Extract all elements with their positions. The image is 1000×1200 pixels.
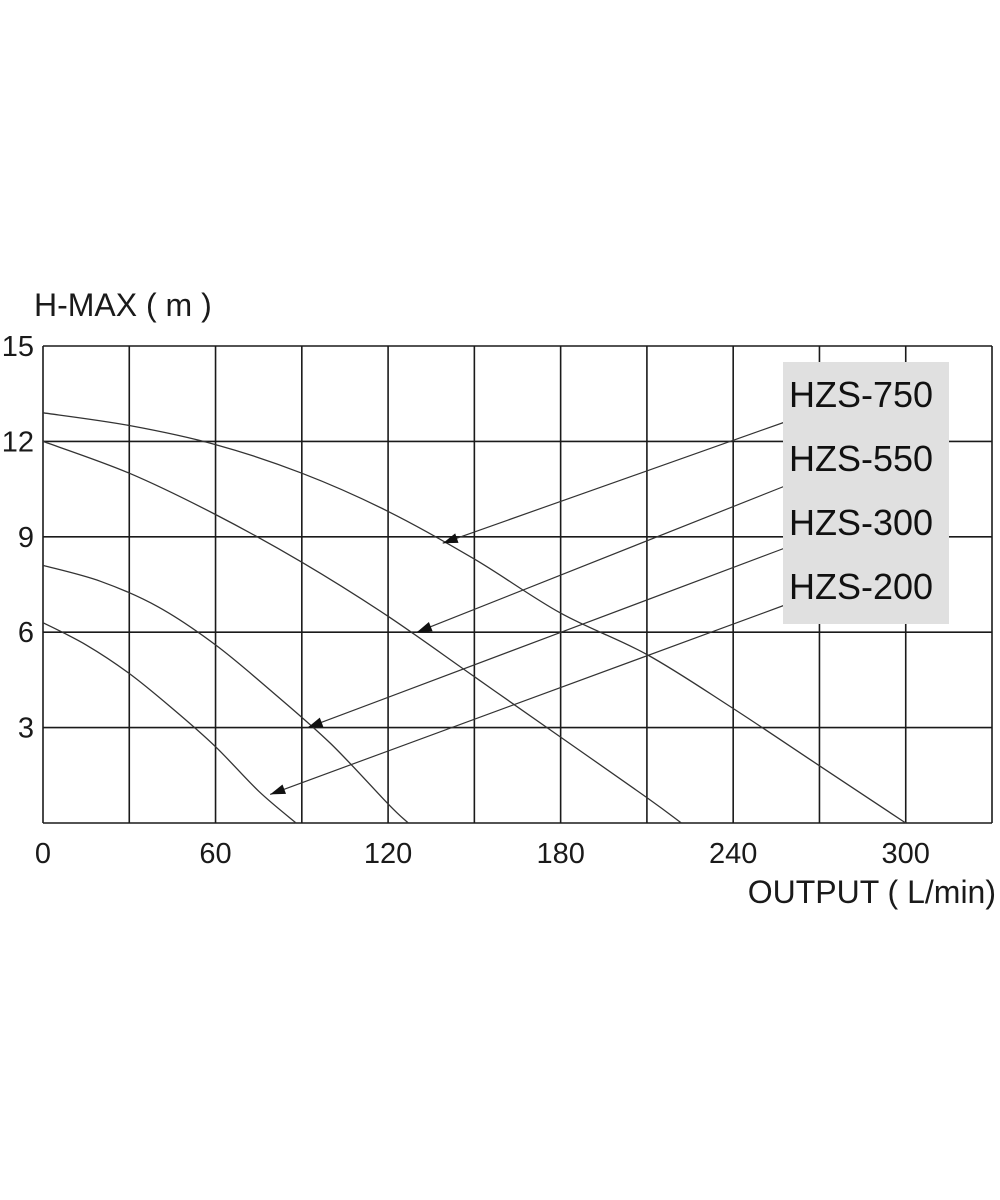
arrowhead-hzs-550 — [416, 622, 433, 633]
y-tick-label: 3 — [18, 713, 34, 745]
legend: HZS-750 HZS-550 HZS-300 HZS-200 — [783, 362, 949, 624]
leader-arrows — [269, 421, 786, 795]
y-tick-label: 6 — [18, 617, 34, 649]
arrowhead-hzs-750 — [442, 533, 459, 544]
arrowhead-hzs-200 — [270, 784, 286, 795]
arrowhead-hzs-300 — [307, 717, 324, 728]
series-curve-hzs-750 — [42, 412, 907, 824]
legend-background — [783, 362, 949, 624]
x-tick-label: 60 — [199, 838, 231, 870]
leader-line-hzs-200 — [269, 604, 786, 795]
series-curve-hzs-300 — [42, 564, 409, 824]
series-curve-hzs-200 — [42, 622, 297, 824]
x-axis-label: OUTPUT ( L/min) — [748, 874, 996, 910]
legend-entry-hzs-300: HZS-300 — [789, 502, 933, 543]
legend-entry-hzs-750: HZS-750 — [789, 374, 933, 415]
tick-labels: 0 60 120 180 240 300 3 6 9 12 15 — [2, 331, 930, 870]
x-tick-label: 240 — [709, 838, 757, 870]
y-axis-label: H-MAX ( m ) — [34, 287, 212, 323]
y-tick-label: 9 — [18, 522, 34, 554]
series-curve-hzs-550 — [42, 440, 682, 824]
y-tick-label: 12 — [2, 426, 34, 458]
y-tick-label: 15 — [2, 331, 34, 363]
x-tick-label: 0 — [35, 838, 51, 870]
leader-line-hzs-750 — [442, 421, 786, 544]
series-curves — [42, 412, 907, 824]
leader-line-hzs-550 — [416, 485, 786, 633]
leader-line-hzs-300 — [307, 547, 786, 729]
legend-entry-hzs-200: HZS-200 — [789, 566, 933, 607]
legend-entry-hzs-550: HZS-550 — [789, 438, 933, 479]
x-tick-label: 180 — [536, 838, 584, 870]
x-tick-label: 300 — [882, 838, 930, 870]
x-tick-label: 120 — [364, 838, 412, 870]
